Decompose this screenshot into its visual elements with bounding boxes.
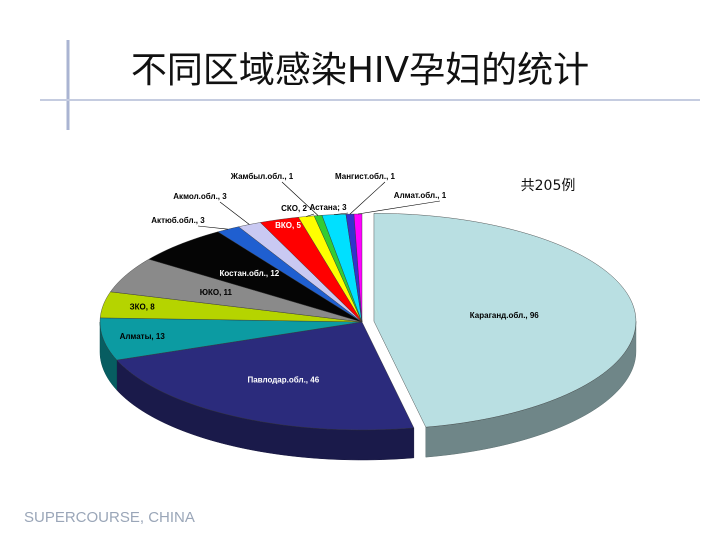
slice bbox=[373, 213, 637, 428]
annotation: 共205例 bbox=[521, 178, 576, 194]
data-label: Акмол.обл., 3 bbox=[173, 192, 227, 201]
data-label: Павлодар.обл., 46 bbox=[247, 376, 319, 385]
slice bbox=[116, 321, 415, 431]
data-label: Астана; 3 bbox=[309, 203, 347, 212]
data-label: Костан.обл., 12 bbox=[219, 269, 279, 278]
leader-line bbox=[197, 225, 229, 230]
slice bbox=[99, 291, 363, 323]
data-label: СКО, 2 bbox=[281, 204, 307, 213]
leader-line bbox=[219, 201, 250, 225]
data-label: ЗКО, 8 bbox=[130, 302, 156, 311]
data-label: ЮКО, 11 bbox=[200, 288, 233, 297]
slice bbox=[353, 213, 363, 323]
data-label: Алматы, 13 bbox=[120, 332, 166, 341]
chart-title: 不同区域感染HIV孕妇的统计 bbox=[131, 50, 589, 91]
data-labels: Караганд.обл., 96 Павлодар.обл., 46 Алматы… bbox=[120, 172, 540, 385]
footer: SUPERCOURSE, CHINA bbox=[24, 509, 195, 526]
data-label: Жамбыл.обл., 1 bbox=[230, 172, 294, 181]
leader-line bbox=[306, 213, 315, 217]
slice bbox=[148, 231, 363, 323]
data-label: Мангист.обл., 1 bbox=[335, 172, 396, 181]
pie: Караганд.обл., 96 Павлодар.обл., 46 Алматы… bbox=[99, 172, 637, 461]
slice bbox=[259, 217, 363, 323]
leader-line bbox=[357, 200, 441, 215]
leader-line bbox=[281, 181, 319, 216]
data-label: ВКО, 5 bbox=[275, 221, 301, 230]
pie-tops bbox=[99, 213, 637, 431]
data-label: Караганд.обл., 96 bbox=[470, 311, 540, 320]
data-label: Актюб.обл., 3 bbox=[151, 216, 205, 225]
data-label: Алмат.обл., 1 bbox=[394, 191, 447, 200]
leader-line bbox=[349, 181, 386, 215]
leader-line bbox=[333, 212, 349, 215]
slice bbox=[99, 317, 363, 361]
slice bbox=[110, 258, 363, 323]
